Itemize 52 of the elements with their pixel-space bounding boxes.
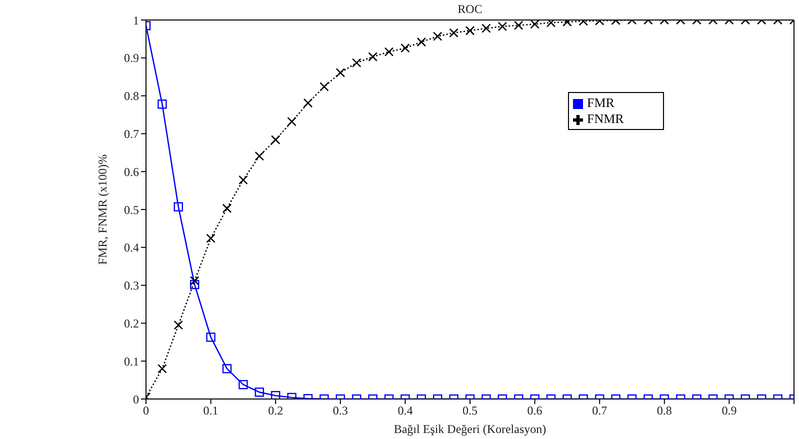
- y-tick-label: 0.1: [124, 354, 139, 368]
- y-axis-title: FMR, FNMR (x100)%: [95, 154, 110, 265]
- point: [303, 98, 313, 108]
- point: [190, 276, 200, 286]
- point: [206, 234, 216, 243]
- x-tick-label: 0.3: [332, 404, 348, 418]
- legend-label: FMR: [587, 95, 614, 110]
- point: [432, 32, 442, 41]
- point: [287, 116, 296, 126]
- point: [320, 82, 329, 92]
- point: [514, 20, 524, 30]
- y-tick-label: 0.7: [124, 126, 139, 141]
- point: [400, 43, 410, 53]
- y-tick-label: 0.6: [124, 164, 139, 179]
- point: [498, 22, 508, 32]
- point: [482, 24, 491, 33]
- y-tick-label: 0.3: [124, 278, 139, 293]
- legend-label: FNMR: [587, 111, 624, 126]
- x-tick-label: 0.7: [592, 404, 608, 418]
- x-tick-label: 0.5: [462, 404, 478, 418]
- x-tick-label: 0.9: [722, 404, 737, 418]
- y-tick-label: 0.4: [124, 240, 139, 255]
- y-tick-label: 0.8: [124, 89, 139, 104]
- chart-title: ROC: [458, 2, 482, 16]
- point: [384, 47, 394, 56]
- x-tick-label: 0.6: [527, 404, 542, 418]
- x-tick-label: 0: [143, 404, 149, 418]
- y-tick-label: 0.2: [124, 316, 139, 330]
- x-axis-title: Bağıl Eşik Değeri (Korelasyon): [394, 422, 546, 436]
- y-tick-label: 0: [133, 392, 139, 406]
- y-tick-label: 0.9: [124, 51, 139, 66]
- y-tick-label: 1: [133, 13, 139, 28]
- point: [254, 151, 264, 161]
- point: [190, 280, 200, 290]
- x-tick-label: 0.1: [203, 404, 218, 418]
- point: [238, 175, 248, 185]
- point: [174, 202, 183, 212]
- point: [352, 58, 362, 68]
- point: [449, 28, 458, 38]
- point: [546, 20, 556, 28]
- point: [222, 204, 232, 214]
- point: [530, 20, 540, 29]
- point: [368, 52, 378, 62]
- x-tick-label: 0.8: [656, 404, 672, 418]
- point: [270, 135, 280, 144]
- point: [465, 26, 475, 36]
- x-tick-label: 0.4: [398, 404, 413, 418]
- x-tick-label: 0.2: [268, 404, 284, 418]
- y-tick-label: 0.5: [124, 202, 139, 217]
- point: [158, 100, 167, 109]
- point: [416, 37, 426, 47]
- point: [336, 68, 346, 78]
